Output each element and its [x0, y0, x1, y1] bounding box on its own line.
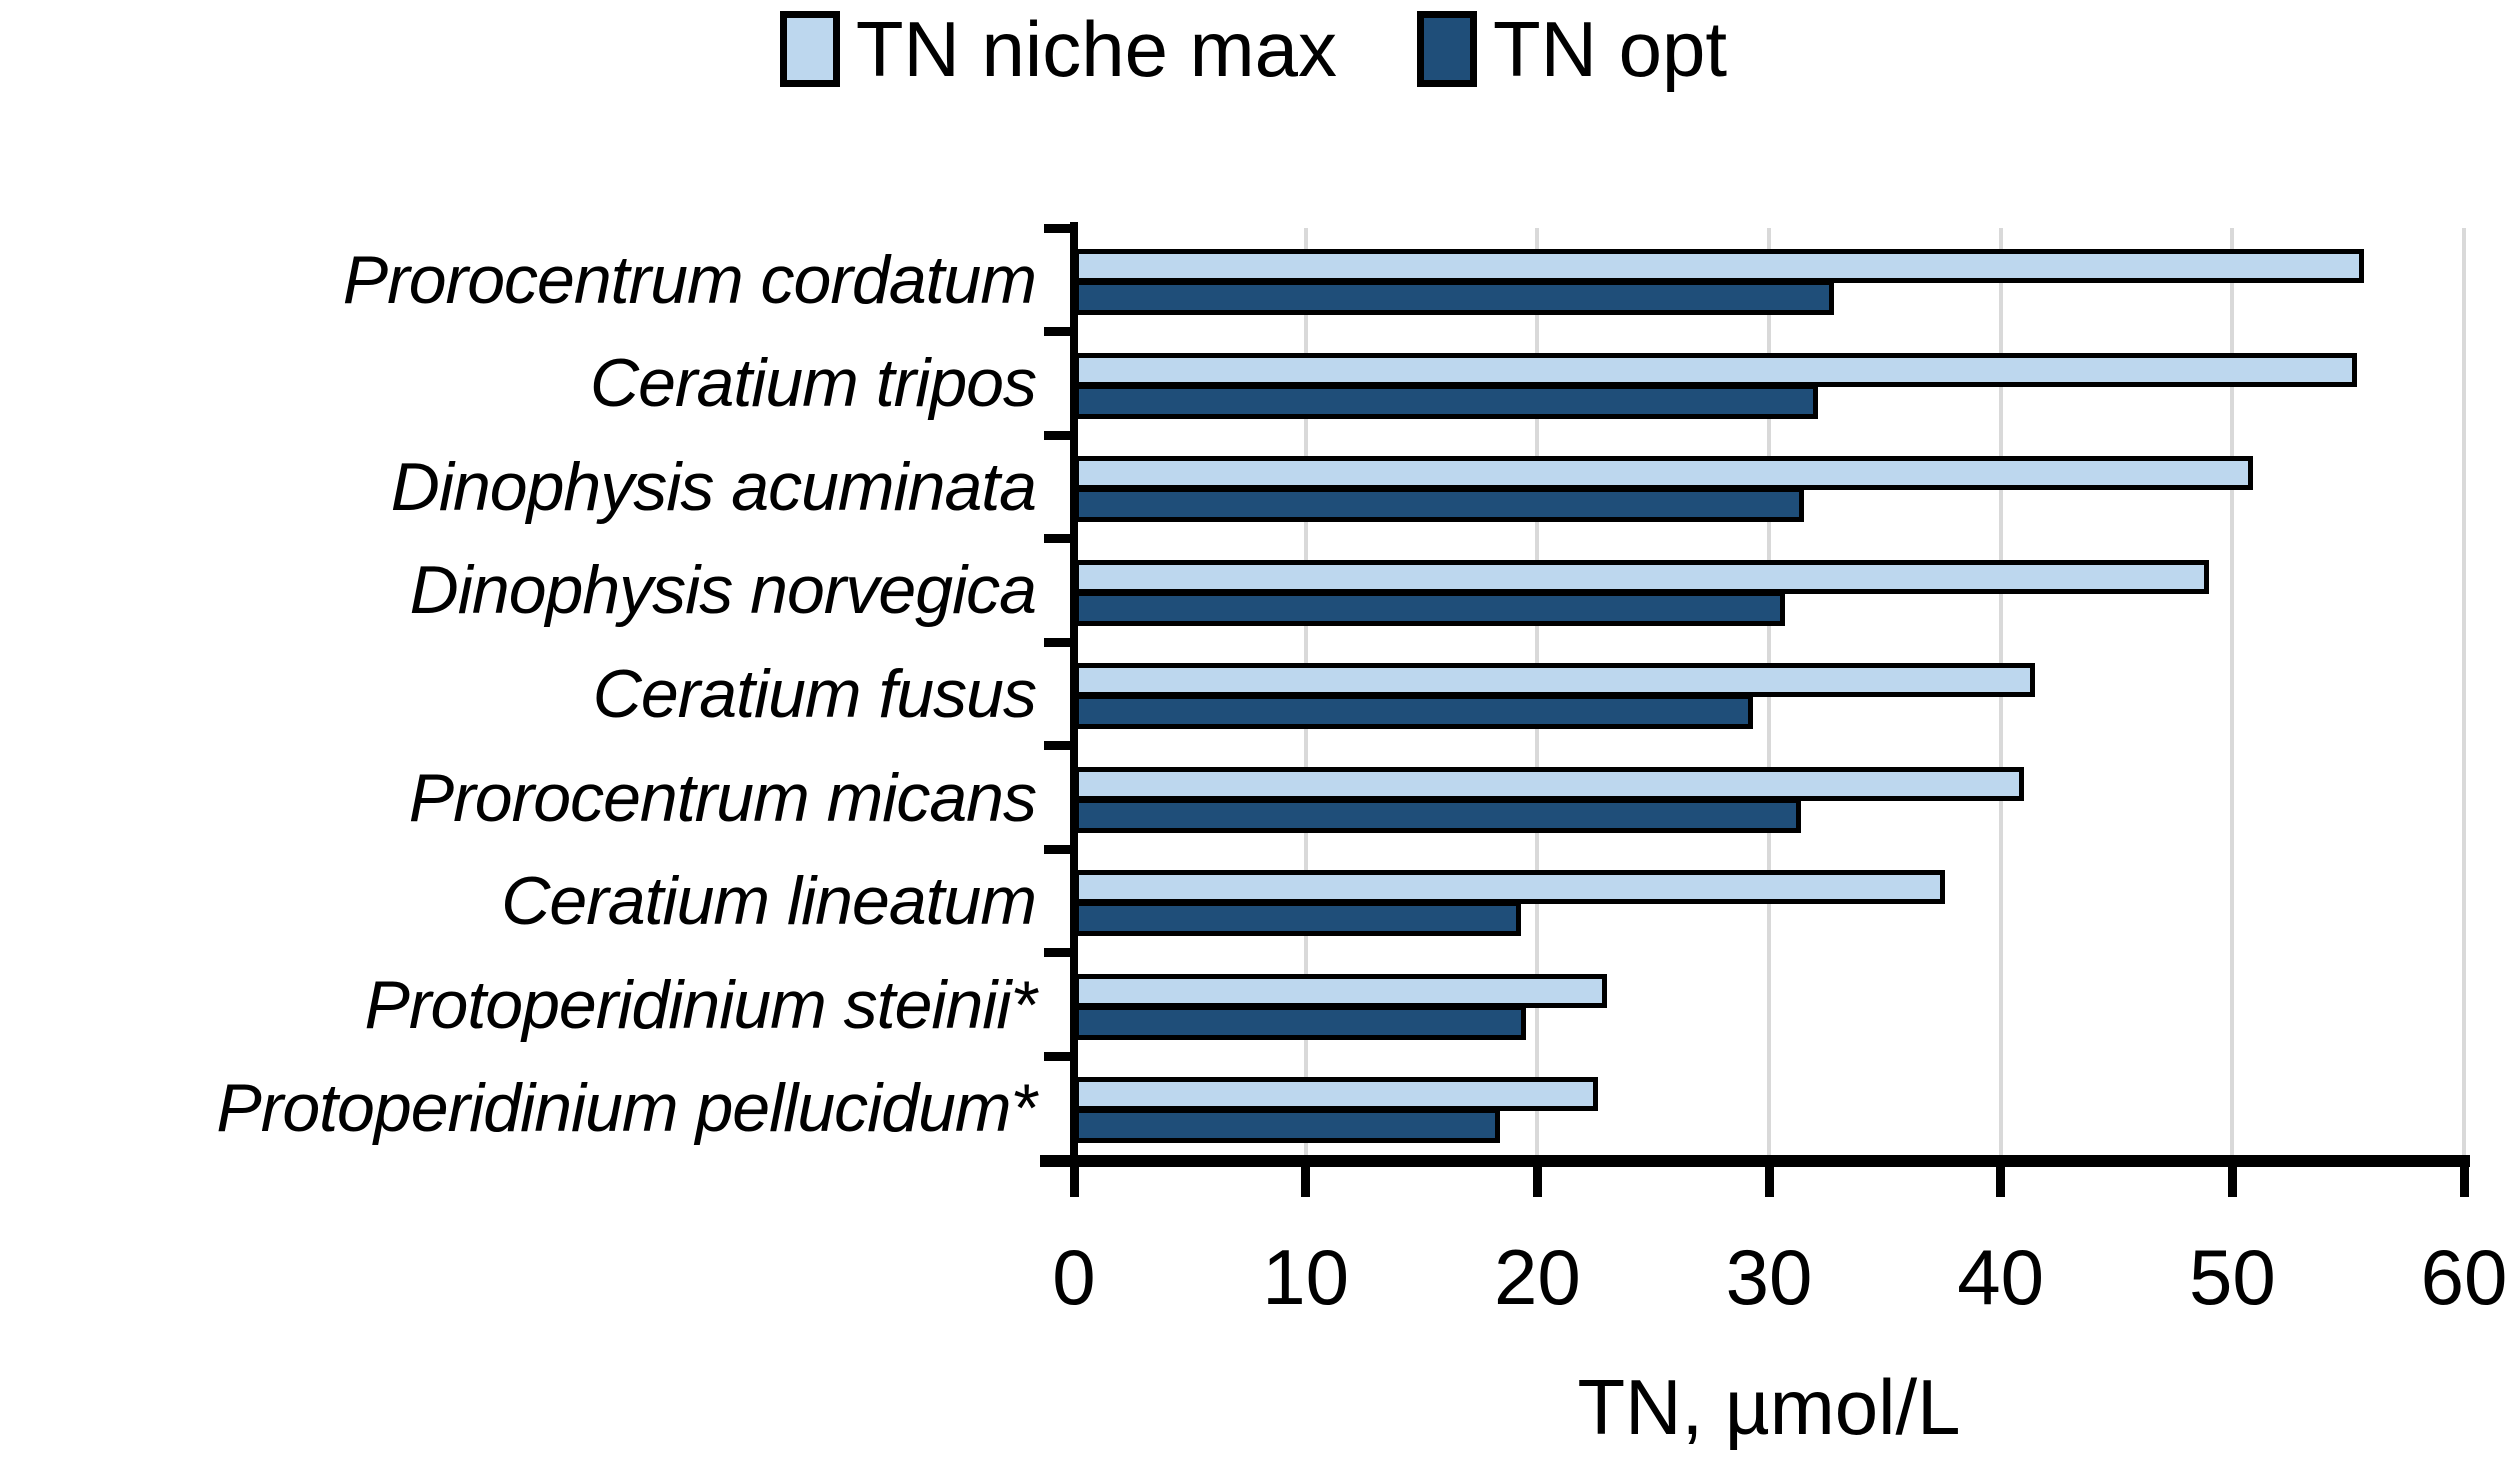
bar-niche-max — [1074, 352, 2358, 387]
y-axis-tick — [1044, 223, 1072, 233]
bar-opt — [1074, 1108, 1501, 1144]
x-axis-tick — [1764, 1165, 1774, 1197]
bar-row — [1074, 332, 2464, 436]
x-axis-tick — [2459, 1165, 2469, 1197]
x-axis-tick — [1532, 1165, 1542, 1197]
bar-row — [1074, 1056, 2464, 1160]
bar-opt — [1074, 1004, 1526, 1040]
bar-niche-max — [1074, 870, 1946, 905]
category-label: Dinophysis norvegica — [409, 552, 1037, 629]
x-axis-title: TN, µmol/L — [1577, 1363, 1961, 1451]
category-label: Prorocentrum cordatum — [342, 241, 1037, 318]
bar-opt — [1074, 280, 1834, 315]
category-label: Protoperidinium steinii* — [364, 966, 1037, 1043]
y-axis-tick — [1044, 741, 1072, 751]
legend-label-niche-max: TN niche max — [855, 5, 1338, 93]
bar-row — [1074, 228, 2464, 332]
category-label: Protoperidinium pellucidum* — [216, 1070, 1037, 1147]
x-tick-label: 10 — [1262, 1233, 1350, 1321]
x-tick-label: 20 — [1493, 1233, 1581, 1321]
y-axis-tick — [1044, 534, 1072, 544]
bar-opt — [1074, 487, 1804, 523]
x-tick-label: 60 — [2420, 1233, 2507, 1321]
category-label: Dinophysis acuminata — [390, 448, 1037, 525]
bar-opt — [1074, 694, 1753, 730]
bar-niche-max — [1074, 1077, 1598, 1112]
legend-item-opt: TN opt — [1417, 10, 1727, 88]
plot-area — [1044, 222, 2466, 1165]
x-tick-label: 0 — [1052, 1233, 1096, 1321]
bar-niche-max — [1074, 559, 2210, 594]
x-tick-label: 40 — [1957, 1233, 2045, 1321]
gridline — [2230, 228, 2235, 1160]
legend-label-opt: TN opt — [1493, 5, 1728, 93]
x-axis-tick — [1301, 1165, 1311, 1197]
y-axis-tick — [1044, 844, 1072, 854]
bar-row — [1074, 435, 2464, 539]
gridline — [2462, 228, 2466, 1160]
legend-swatch-niche-max — [779, 11, 840, 87]
bar-opt — [1074, 383, 1818, 419]
legend: TN niche max TN opt — [0, 10, 2507, 88]
x-axis-tick — [1996, 1165, 2006, 1197]
x-tick-label: 50 — [2188, 1233, 2276, 1321]
bar-niche-max — [1074, 456, 2254, 491]
bar-row — [1074, 642, 2464, 746]
bar-niche-max — [1074, 766, 2024, 801]
bar-opt — [1074, 590, 1786, 626]
y-axis-line — [1070, 222, 1078, 1160]
category-label: Ceratium lineatum — [501, 863, 1037, 940]
bar-row — [1074, 849, 2464, 953]
bar-niche-max — [1074, 249, 2365, 283]
y-axis-tick — [1044, 637, 1072, 647]
bar-row — [1074, 746, 2464, 850]
bar-niche-max — [1074, 663, 2036, 698]
category-label: Ceratium tripos — [589, 345, 1037, 422]
category-label: Prorocentrum micans — [408, 759, 1037, 836]
legend-item-niche-max: TN niche max — [779, 5, 1338, 93]
x-axis-line — [1040, 1155, 2470, 1167]
y-axis-tick — [1044, 948, 1072, 958]
x-tick-label: 30 — [1725, 1233, 1813, 1321]
y-axis-tick — [1044, 1051, 1072, 1061]
x-axis-tick — [2227, 1165, 2237, 1197]
y-axis-tick — [1044, 327, 1072, 337]
bar-opt — [1074, 797, 1802, 833]
category-label: Ceratium fusus — [592, 655, 1037, 732]
y-axis-tick — [1044, 430, 1072, 440]
category-axis-labels: Prorocentrum cordatum Ceratium tripos Dino… — [0, 228, 1037, 1160]
bar-row — [1074, 539, 2464, 643]
bar-row — [1074, 953, 2464, 1057]
bar-opt — [1074, 901, 1522, 937]
legend-swatch-opt — [1417, 11, 1478, 87]
x-axis-tick — [1069, 1165, 1079, 1197]
bar-niche-max — [1074, 973, 1607, 1008]
